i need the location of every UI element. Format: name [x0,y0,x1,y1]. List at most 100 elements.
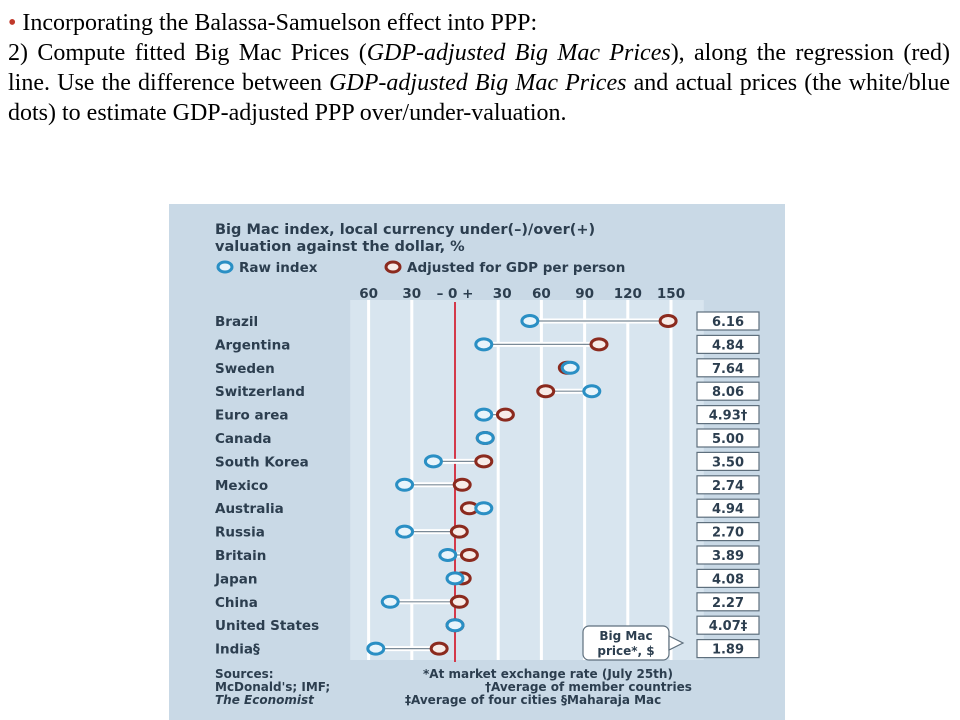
price-box [696,498,760,518]
paragraph-text: and actual prices (the white/blue dots) … [8,70,950,126]
price-value: 1.89 [712,643,744,658]
price-box [696,592,760,612]
price-box [696,334,760,354]
big-mac-index-chart: Big Mac index, local currency under(–)/o… [169,204,785,720]
italic-phrase: GDP-adjusted Big Mac Prices [329,70,627,96]
adjusted-dot [589,337,609,352]
adjusted-dot [474,454,494,469]
price-value: 4.93† [709,409,748,424]
footnote-text: †Average of member countries [485,680,692,694]
price-box [696,475,760,495]
adjusted-dot [536,384,556,399]
price-value: 4.84 [712,338,744,353]
slide-text: • Incorporating the Balassa-Samuelson eff… [8,8,950,128]
tick-label: 60 [359,286,378,302]
slide-paragraph: 2) Compute fitted Big Mac Prices (GDP-ad… [8,38,950,128]
adjusted-dot [449,594,469,609]
price-callout-text: price*, $ [597,644,654,658]
price-box [696,381,760,401]
chart-title: valuation against the dollar, % [215,239,465,255]
raw-dot [474,501,494,516]
price-box [696,615,760,635]
legend-raw-label: Raw index [239,260,318,276]
country-label: India§ [215,642,260,658]
footnote-text: *At market exchange rate (July 25th) [423,667,673,681]
country-label: Argentina [215,337,290,353]
adjusted-dot [495,407,515,422]
price-box [696,639,760,659]
adjusted-dot [459,548,479,562]
country-label: Brazil [215,314,258,330]
country-label: Sweden [215,361,275,377]
price-callout-text: Big Mac [599,629,652,643]
raw-dot [445,618,465,633]
country-label: Russia [215,525,265,541]
paragraph-text: 2) Compute fitted Big Mac Prices ( [8,40,367,66]
country-label: Britain [215,548,266,564]
slide-heading: • Incorporating the Balassa-Samuelson eff… [8,8,950,38]
price-value: 2.70 [712,526,744,541]
price-value: 5.00 [712,432,744,447]
price-box [696,428,760,448]
adjusted-dot [452,477,472,492]
price-box [696,545,760,565]
price-value: 8.06 [712,385,744,400]
heading-text: Incorporating the Balassa-Samuelson effe… [22,10,538,36]
raw-dot [445,571,465,586]
adjusted-dot [449,524,469,539]
legend-raw-marker [216,260,234,274]
legend-adjusted-label: Adjusted for GDP per person [407,260,625,276]
country-label: Canada [215,431,272,447]
raw-dot [474,407,494,422]
source-text: The Economist [215,693,315,707]
raw-dot [520,314,540,328]
price-value: 4.94 [712,502,744,517]
tick-label: 30 [493,286,512,302]
raw-dot [395,524,415,539]
tick-label: 90 [575,286,594,302]
country-label: Switzerland [215,384,305,400]
raw-dot [475,431,495,445]
price-box [696,568,760,588]
country-label: Euro area [215,408,289,424]
price-box [696,522,760,542]
source-text: McDonald's; IMF; [215,680,330,694]
tick-label: 150 [657,286,685,302]
country-label: United States [215,618,319,634]
chart-title: Big Mac index, local currency under(–)/o… [215,222,595,238]
source-text: Sources: [215,667,274,681]
raw-dot [395,477,415,492]
adjusted-dot [658,314,678,328]
country-label: Japan [214,571,258,587]
raw-dot [423,454,443,469]
price-value: 4.08 [712,572,744,587]
country-label: China [215,595,258,611]
tick-label: 120 [614,286,642,302]
price-value: 4.07‡ [709,619,748,634]
adjusted-dot [429,641,449,656]
bullet-icon: • [8,10,17,36]
tick-label: – 0 + [437,286,474,302]
tick-label: 30 [402,286,421,302]
price-callout-pointer [668,635,685,651]
tick-label: 60 [532,286,551,302]
country-label: Australia [215,501,284,517]
country-label: South Korea [215,454,309,470]
price-box [696,451,760,471]
raw-dot [366,641,386,656]
paragraph-text: ), along the regression (red) line. Use … [8,40,950,96]
italic-phrase: GDP-adjusted Big Mac Prices [366,40,671,66]
legend-adjusted-marker [384,260,402,274]
raw-dot [582,384,602,399]
price-box [696,358,760,378]
price-value: 3.50 [712,455,744,470]
country-label: Mexico [215,478,268,494]
price-value: 2.74 [712,479,744,494]
price-box [696,405,760,425]
price-value: 3.89 [712,549,744,564]
raw-dot [560,360,580,375]
raw-dot [438,548,458,562]
price-value: 6.16 [712,315,744,330]
footnote-text: ‡Average of four cities §Maharaja Mac [405,693,661,707]
price-box [696,311,760,331]
